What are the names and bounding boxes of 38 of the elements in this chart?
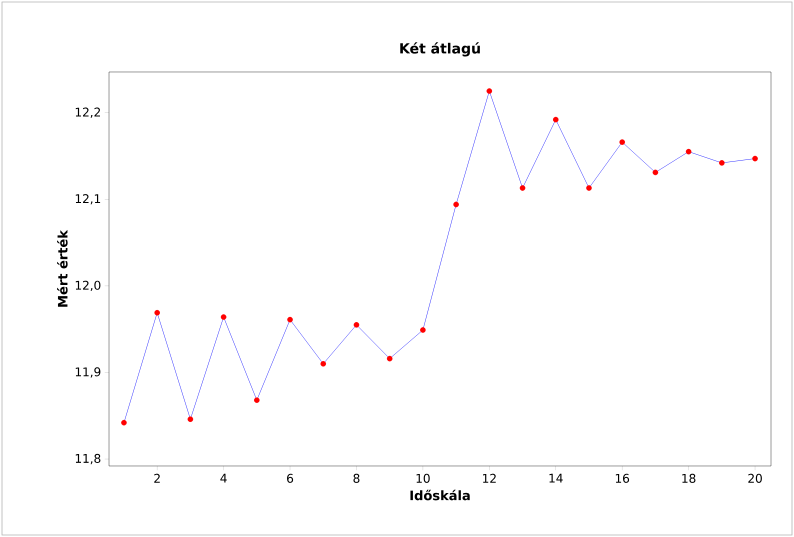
point [586, 185, 592, 191]
x-tick-label: 16 [616, 474, 630, 483]
y-tick-label: 12,1 [76, 194, 100, 204]
point [520, 185, 526, 191]
chart-title: Két átlagú [400, 42, 480, 56]
point [719, 160, 725, 166]
x-tick-label: 6 [287, 474, 294, 483]
y-tick-label: 12,2 [76, 108, 100, 118]
point [420, 327, 426, 333]
point [552, 116, 559, 122]
x-axis-title: Időskála [410, 490, 470, 500]
point [188, 416, 194, 422]
x-tick-label: 8 [353, 474, 360, 483]
y-axis-title: Mért érték [57, 230, 68, 307]
y-tick-label: 12,0 [76, 280, 100, 292]
point [686, 148, 692, 154]
point [287, 316, 293, 322]
point [453, 202, 459, 208]
point [752, 156, 758, 162]
x-tick-label: 2 [154, 474, 160, 483]
point [220, 314, 226, 320]
x-tick-label: 10 [416, 474, 430, 483]
point [154, 310, 160, 316]
point [354, 322, 360, 328]
point [619, 139, 625, 145]
x-tick-label: 14 [549, 474, 563, 483]
x-tick-label: 18 [682, 474, 696, 483]
y-tick-label: 11,8 [76, 454, 100, 464]
x-tick-label: 20 [748, 474, 762, 483]
point [386, 356, 392, 362]
point [652, 170, 658, 176]
point [320, 361, 326, 367]
y-tick-label: 11,9 [76, 367, 100, 378]
point [254, 397, 260, 403]
point [121, 420, 127, 426]
x-tick-label: 4 [220, 474, 227, 483]
point [486, 88, 492, 94]
x-tick-label: 12 [483, 474, 496, 483]
